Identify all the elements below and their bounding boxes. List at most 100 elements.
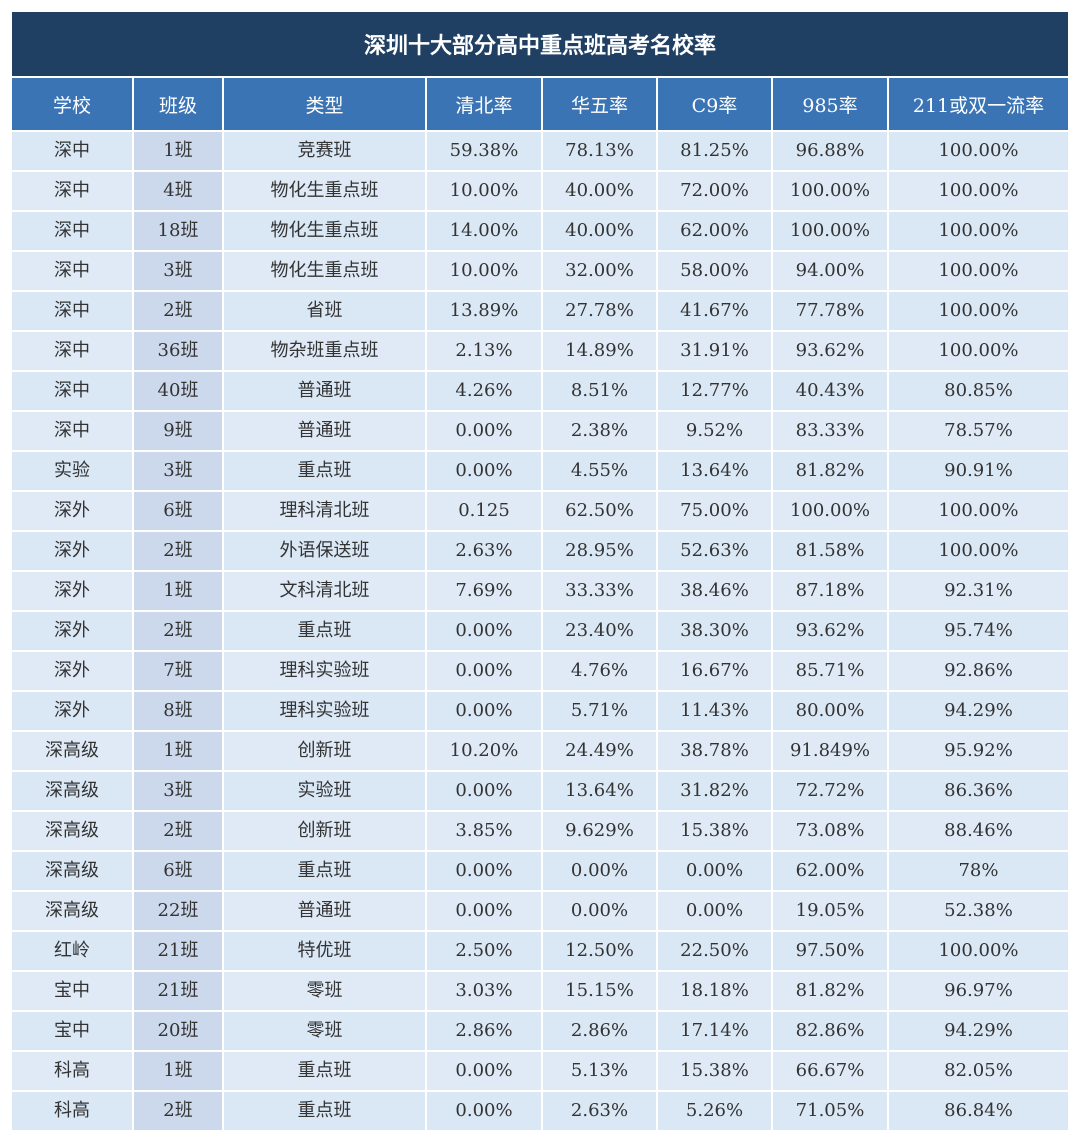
column-header: 211或双一流率 [888,78,1068,131]
table-cell: 外语保送班 [223,530,427,571]
table-cell: 深外 [12,490,134,531]
column-header: 班级 [133,78,224,131]
table-cell: 15.38% [657,1050,773,1091]
table-row: 深高级 3班 实验班 0.00% 13.64% 31.82% 72.72% 86.36% [12,770,1068,811]
table-cell: 12.50% [542,930,658,971]
table-cell: 深高级 [12,730,134,771]
table-row: 深中 3班 物化生重点班 10.00% 32.00% 58.00% 94.00% 100.00… [12,250,1068,291]
table-cell: 0.00% [657,850,773,891]
table-cell: 82.05% [888,1050,1068,1091]
table-cell: 96.97% [888,970,1068,1011]
table-cell: 41.67% [657,290,773,331]
table-cell: 100.00% [888,490,1068,531]
table-cell: 72.72% [772,770,889,811]
table-cell: 2班 [133,610,224,651]
table-cell: 2.38% [542,410,658,451]
table-cell: 4.26% [426,370,543,411]
table-cell: 4班 [133,170,224,211]
table-cell: 78.57% [888,410,1068,451]
table-cell: 深中 [12,250,134,291]
table-cell: 重点班 [223,450,427,491]
table-cell: 2.13% [426,330,543,371]
table-cell: 0.125 [426,490,543,531]
table-cell: 实验班 [223,770,427,811]
table-cell: 40.43% [772,370,889,411]
table-cell: 0.00% [657,890,773,931]
table-row: 深外 8班 理科实验班 0.00% 5.71% 11.43% 80.00% 94.29% [12,690,1068,731]
table-cell: 97.50% [772,930,889,971]
table-cell: 73.08% [772,810,889,851]
table-cell: 58.00% [657,250,773,291]
table-cell: 2.63% [426,530,543,571]
table-cell: 2.63% [542,1090,658,1130]
table-cell: 93.62% [772,330,889,371]
table-cell: 12.77% [657,370,773,411]
table-cell: 重点班 [223,610,427,651]
table-cell: 1班 [133,1050,224,1091]
table-cell: 4.55% [542,450,658,491]
table-cell: 普通班 [223,370,427,411]
table-cell: 深高级 [12,890,134,931]
table-cell: 深高级 [12,770,134,811]
table-cell: 7.69% [426,570,543,611]
table-cell: 2.50% [426,930,543,971]
table-cell: 0.00% [426,650,543,691]
table-cell: 20班 [133,1010,224,1051]
table-cell: 21班 [133,930,224,971]
table-cell: 100.00% [888,210,1068,251]
table-cell: 91.849% [772,730,889,771]
table-cell: 8班 [133,690,224,731]
table-cell: 7班 [133,650,224,691]
table-row: 深外 7班 理科实验班 0.00% 4.76% 16.67% 85.71% 92.86% [12,650,1068,691]
table-cell: 92.31% [888,570,1068,611]
table-cell: 3班 [133,250,224,291]
table-cell: 1班 [133,730,224,771]
table-cell: 0.00% [542,850,658,891]
table-row: 实验 3班 重点班 0.00% 4.55% 13.64% 81.82% 90.91% [12,450,1068,491]
table-cell: 3.85% [426,810,543,851]
table-cell: 78% [888,850,1068,891]
table-cell: 0.00% [426,610,543,651]
table-row: 深中 36班 物杂班重点班 2.13% 14.89% 31.91% 93.62% 100.00… [12,330,1068,371]
table-cell: 62.00% [772,850,889,891]
table-body: 深中 1班 竞赛班 59.38% 78.13% 81.25% 96.88% 100.00% 深中… [12,130,1068,1130]
table-cell: 理科实验班 [223,690,427,731]
table-cell: 94.00% [772,250,889,291]
table-cell: 36班 [133,330,224,371]
table-cell: 40.00% [542,170,658,211]
table-cell: 0.00% [426,1050,543,1091]
table-row: 深外 2班 重点班 0.00% 23.40% 38.30% 93.62% 95.74% [12,610,1068,651]
table-cell: 深外 [12,690,134,731]
table-cell: 86.84% [888,1090,1068,1130]
table-cell: 深外 [12,610,134,651]
table-cell: 80.85% [888,370,1068,411]
table-cell: 32.00% [542,250,658,291]
table-cell: 1班 [133,130,224,171]
table-cell: 深外 [12,650,134,691]
table-cell: 深高级 [12,810,134,851]
table-cell: 9班 [133,410,224,451]
table-cell: 10.00% [426,170,543,211]
table-cell: 100.00% [888,290,1068,331]
table-row: 深高级 1班 创新班 10.20% 24.49% 38.78% 91.849% 95.92% [12,730,1068,771]
table-title: 深圳十大部分高中重点班高考名校率 [12,12,1068,78]
table-cell: 19.05% [772,890,889,931]
table-cell: 深外 [12,530,134,571]
table-cell: 物化生重点班 [223,170,427,211]
table-cell: 100.00% [888,930,1068,971]
table-cell: 0.00% [426,690,543,731]
table-row: 深外 6班 理科清北班 0.125 62.50% 75.00% 100.00% 100.00% [12,490,1068,531]
table-cell: 0.00% [426,850,543,891]
table-row: 深高级 2班 创新班 3.85% 9.629% 15.38% 73.08% 88.46% [12,810,1068,851]
table-cell: 62.50% [542,490,658,531]
table-cell: 40.00% [542,210,658,251]
table-cell: 93.62% [772,610,889,651]
table-cell: 13.64% [542,770,658,811]
table-cell: 13.64% [657,450,773,491]
table-cell: 6班 [133,850,224,891]
table-cell: 普通班 [223,410,427,451]
column-header: C9率 [657,78,773,131]
table-cell: 物化生重点班 [223,210,427,251]
column-header: 清北率 [426,78,543,131]
table-cell: 81.82% [772,970,889,1011]
